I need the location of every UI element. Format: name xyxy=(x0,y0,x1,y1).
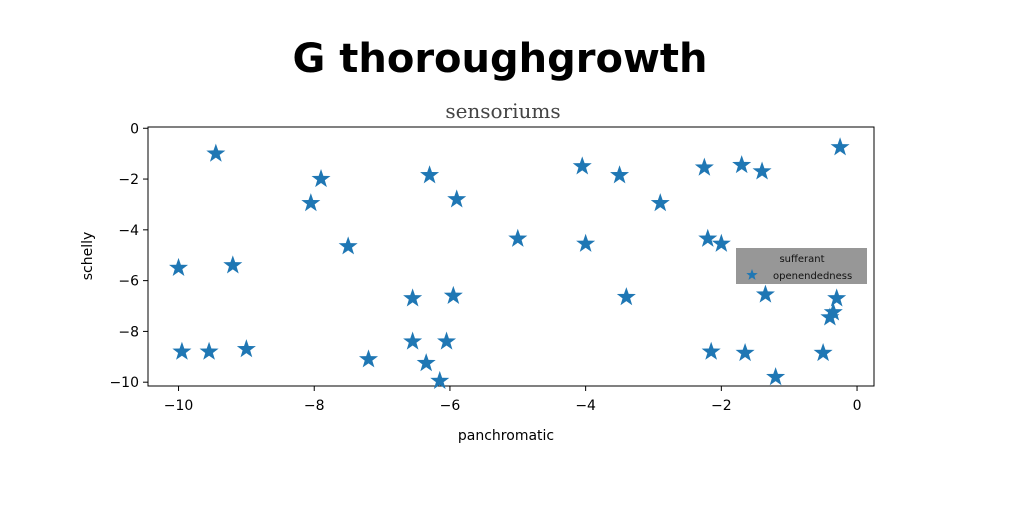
data-point-star xyxy=(169,257,189,277)
data-point-star xyxy=(610,165,630,184)
legend-marker-star xyxy=(746,269,758,280)
y-tick-label: −6 xyxy=(118,274,139,290)
data-point-star xyxy=(338,236,358,255)
x-tick-label: −4 xyxy=(575,398,596,414)
data-point-star xyxy=(403,288,423,307)
data-point-star xyxy=(172,341,192,360)
x-tick-label: −6 xyxy=(440,398,461,414)
data-point-star xyxy=(732,155,752,174)
legend-title: sufferant xyxy=(779,254,824,265)
data-point-star xyxy=(735,342,755,362)
data-point-star xyxy=(416,353,436,372)
data-point-star xyxy=(447,189,467,208)
x-tick-label: 0 xyxy=(853,398,862,414)
y-tick-label: −10 xyxy=(109,375,139,391)
data-point-star xyxy=(694,157,714,176)
data-point-star xyxy=(236,339,256,358)
plot-area-border xyxy=(147,126,875,387)
data-point-star xyxy=(572,156,592,175)
y-tick-label: −4 xyxy=(118,223,139,239)
y-tick-label: 0 xyxy=(130,121,139,137)
data-point-star xyxy=(650,193,670,212)
data-point-star xyxy=(823,302,843,321)
chart-title: G thoroughgrowth xyxy=(292,36,707,82)
axes-frame xyxy=(147,126,875,387)
data-point-star xyxy=(755,284,775,303)
data-point-star xyxy=(443,285,463,304)
y-tick-label: −8 xyxy=(118,324,139,340)
data-point-star xyxy=(752,161,772,180)
x-tick-label: −2 xyxy=(711,398,732,414)
y-axis-label: schelly xyxy=(80,232,96,281)
legend-entry-label: openendedness xyxy=(773,271,852,282)
data-point-star xyxy=(301,193,321,212)
axis-ticks: −10 −8 −6 −4 −2 0 0 −2 −4 −6 −8 −10 xyxy=(109,121,861,414)
data-point-star xyxy=(698,228,718,247)
data-point-star xyxy=(206,143,226,162)
x-tick-label: −8 xyxy=(304,398,325,414)
data-point-star xyxy=(711,233,731,252)
data-point-star xyxy=(701,341,721,360)
data-point-star xyxy=(437,331,457,350)
data-point-star xyxy=(223,255,243,274)
x-tick-label: −10 xyxy=(164,398,194,414)
data-point-star xyxy=(430,370,450,390)
data-point-star xyxy=(576,233,596,252)
legend-background xyxy=(736,248,867,284)
data-point-star xyxy=(359,349,379,368)
data-point-star xyxy=(508,228,528,247)
data-point-star xyxy=(311,169,331,188)
data-point-star xyxy=(616,287,636,306)
data-point-star xyxy=(827,288,847,307)
data-point-star xyxy=(813,342,833,362)
data-points xyxy=(169,137,850,390)
legend: sufferant openendedness xyxy=(736,248,867,284)
data-point-star xyxy=(420,165,440,184)
data-point-star xyxy=(199,341,219,360)
chart-subtitle: sensoriums xyxy=(445,99,560,123)
data-point-star xyxy=(403,331,423,350)
data-point-star xyxy=(830,137,850,156)
data-point-star xyxy=(766,367,786,386)
x-axis-label: panchromatic xyxy=(458,428,554,444)
y-tick-label: −2 xyxy=(118,172,139,188)
